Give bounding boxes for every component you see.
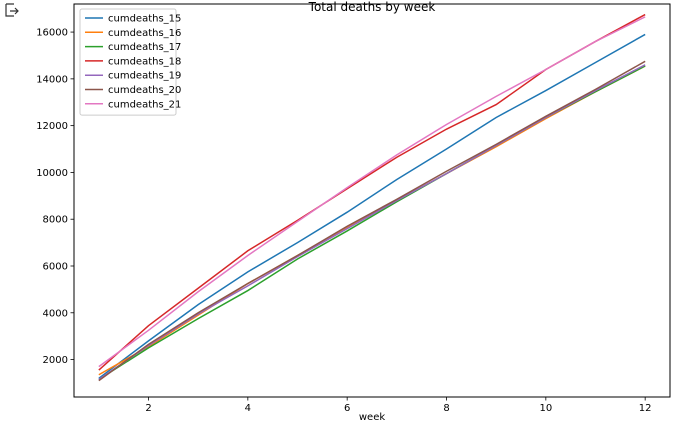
y-tick-label: 12000: [36, 121, 68, 132]
x-tick-label: 2: [145, 403, 151, 414]
y-tick-label: 6000: [43, 262, 68, 273]
y-tick-label: 16000: [36, 28, 68, 39]
legend-label: cumdeaths_16: [108, 28, 181, 39]
plot-lines: [98, 13, 646, 382]
x-tick-label: 4: [245, 403, 251, 414]
legend-label: cumdeaths_19: [108, 71, 181, 82]
plot-frame: [73, 3, 671, 398]
y-tick-label: 4000: [43, 308, 68, 319]
legend-box: [79, 8, 177, 116]
x-axis: 2 4 6 8 10 12: [145, 397, 652, 414]
y-tick-label: 14000: [36, 74, 68, 85]
series-line-cumdeaths_20: [98, 60, 646, 382]
series-line-cumdeaths_17: [98, 65, 646, 381]
y-tick-label: 10000: [36, 168, 68, 179]
x-tick-label: 10: [539, 403, 552, 414]
legend-label: cumdeaths_21: [108, 99, 181, 110]
x-axis-label: week: [359, 412, 385, 423]
chart-title: Total deaths by week: [308, 0, 436, 14]
legend: cumdeaths_15 cumdeaths_16 cumdeaths_17cumd…: [79, 8, 181, 116]
legend-label: cumdeaths_15: [108, 14, 181, 25]
output-arrow-icon: [5, 3, 19, 17]
y-tick-label: 8000: [43, 215, 68, 226]
legend-label: cumdeaths_18: [108, 56, 181, 67]
series-line-cumdeaths_21: [98, 16, 646, 368]
x-tick-label: 12: [639, 403, 652, 414]
legend-label: cumdeaths_20: [108, 85, 181, 96]
x-tick-label: 8: [443, 403, 449, 414]
legend-label: cumdeaths_17: [108, 42, 181, 53]
y-axis: 2000 4000 6000 8000 10000 12000 14000 16000: [36, 28, 74, 366]
x-tick-label: 6: [344, 403, 350, 414]
series-line-cumdeaths_19: [98, 64, 646, 381]
series-line-cumdeaths_15: [98, 33, 646, 379]
y-tick-label: 2000: [43, 355, 68, 366]
